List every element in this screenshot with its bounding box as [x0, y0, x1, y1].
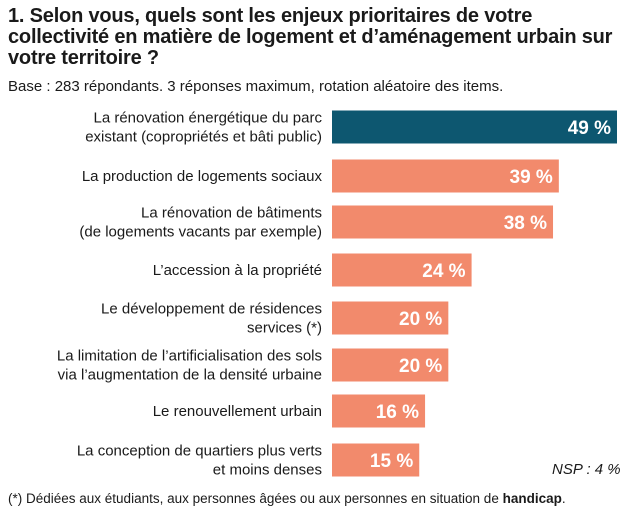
bar-5: [332, 301, 449, 335]
footnote-end: .: [561, 491, 566, 506]
value-label-8: 15 %: [370, 451, 413, 472]
value-label-4: 24 %: [422, 261, 465, 282]
bar-4: [332, 253, 472, 287]
bar-7: [332, 394, 426, 428]
category-label-4: L’accession à la propriété: [153, 262, 322, 279]
value-label-3: 38 %: [504, 213, 547, 234]
value-label-7: 16 %: [376, 402, 419, 423]
chart-title: 1. Selon vous, quels sont les enjeux pri…: [8, 5, 613, 69]
bar-8: [332, 443, 420, 477]
value-label-1: 49 %: [568, 118, 611, 139]
category-label-2: La production de logements sociaux: [82, 168, 323, 185]
bar-3: [332, 205, 554, 239]
category-label-1: La rénovation énergétique du parc existan…: [85, 110, 322, 146]
bar-6: [332, 348, 449, 382]
footnote-bold: handicap: [502, 491, 562, 506]
bar-2: [332, 159, 559, 193]
category-label-8: La conception de quartiers plus verts et …: [77, 443, 322, 479]
category-label-7: Le renouvellement urbain: [153, 403, 322, 420]
value-label-2: 39 %: [510, 167, 553, 188]
bar-1: [332, 110, 617, 144]
base-note: Base : 283 répondants. 3 réponses maximu…: [8, 78, 504, 95]
footnote: (*) Dédiées aux étudiants, aux personnes…: [8, 490, 638, 507]
category-label-5: Le développement de résidences services (…: [101, 301, 322, 337]
nsp-note: NSP : 4 %: [552, 461, 621, 478]
category-label-3: La rénovation de bâtiments (de logements …: [79, 205, 322, 241]
footnote-text: (*) Dédiées aux étudiants, aux personnes…: [8, 491, 503, 506]
value-label-5: 20 %: [399, 309, 442, 330]
category-label-6: La limitation de l’artificialisation des…: [57, 348, 322, 384]
value-label-6: 20 %: [399, 356, 442, 377]
